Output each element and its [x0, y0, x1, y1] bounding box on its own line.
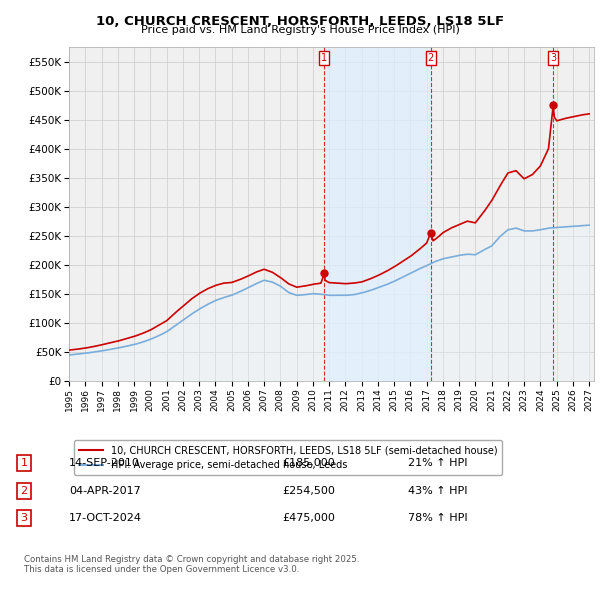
Text: 14-SEP-2010: 14-SEP-2010 — [69, 458, 140, 468]
Text: 2: 2 — [20, 486, 28, 496]
Text: 2: 2 — [428, 53, 434, 63]
Text: 3: 3 — [550, 53, 556, 63]
Text: 17-OCT-2024: 17-OCT-2024 — [69, 513, 142, 523]
Text: 1: 1 — [321, 53, 328, 63]
Legend: 10, CHURCH CRESCENT, HORSFORTH, LEEDS, LS18 5LF (semi-detached house), HPI: Aver: 10, CHURCH CRESCENT, HORSFORTH, LEEDS, L… — [74, 440, 502, 475]
Text: 21% ↑ HPI: 21% ↑ HPI — [408, 458, 467, 468]
Text: 3: 3 — [20, 513, 28, 523]
Text: 43% ↑ HPI: 43% ↑ HPI — [408, 486, 467, 496]
Text: £475,000: £475,000 — [282, 513, 335, 523]
Text: 1: 1 — [20, 458, 28, 468]
Text: 04-APR-2017: 04-APR-2017 — [69, 486, 141, 496]
Text: 78% ↑ HPI: 78% ↑ HPI — [408, 513, 467, 523]
Text: £185,000: £185,000 — [282, 458, 335, 468]
Text: 10, CHURCH CRESCENT, HORSFORTH, LEEDS, LS18 5LF: 10, CHURCH CRESCENT, HORSFORTH, LEEDS, L… — [96, 15, 504, 28]
Text: £254,500: £254,500 — [282, 486, 335, 496]
Text: Contains HM Land Registry data © Crown copyright and database right 2025.
This d: Contains HM Land Registry data © Crown c… — [24, 555, 359, 574]
Text: Price paid vs. HM Land Registry's House Price Index (HPI): Price paid vs. HM Land Registry's House … — [140, 25, 460, 35]
